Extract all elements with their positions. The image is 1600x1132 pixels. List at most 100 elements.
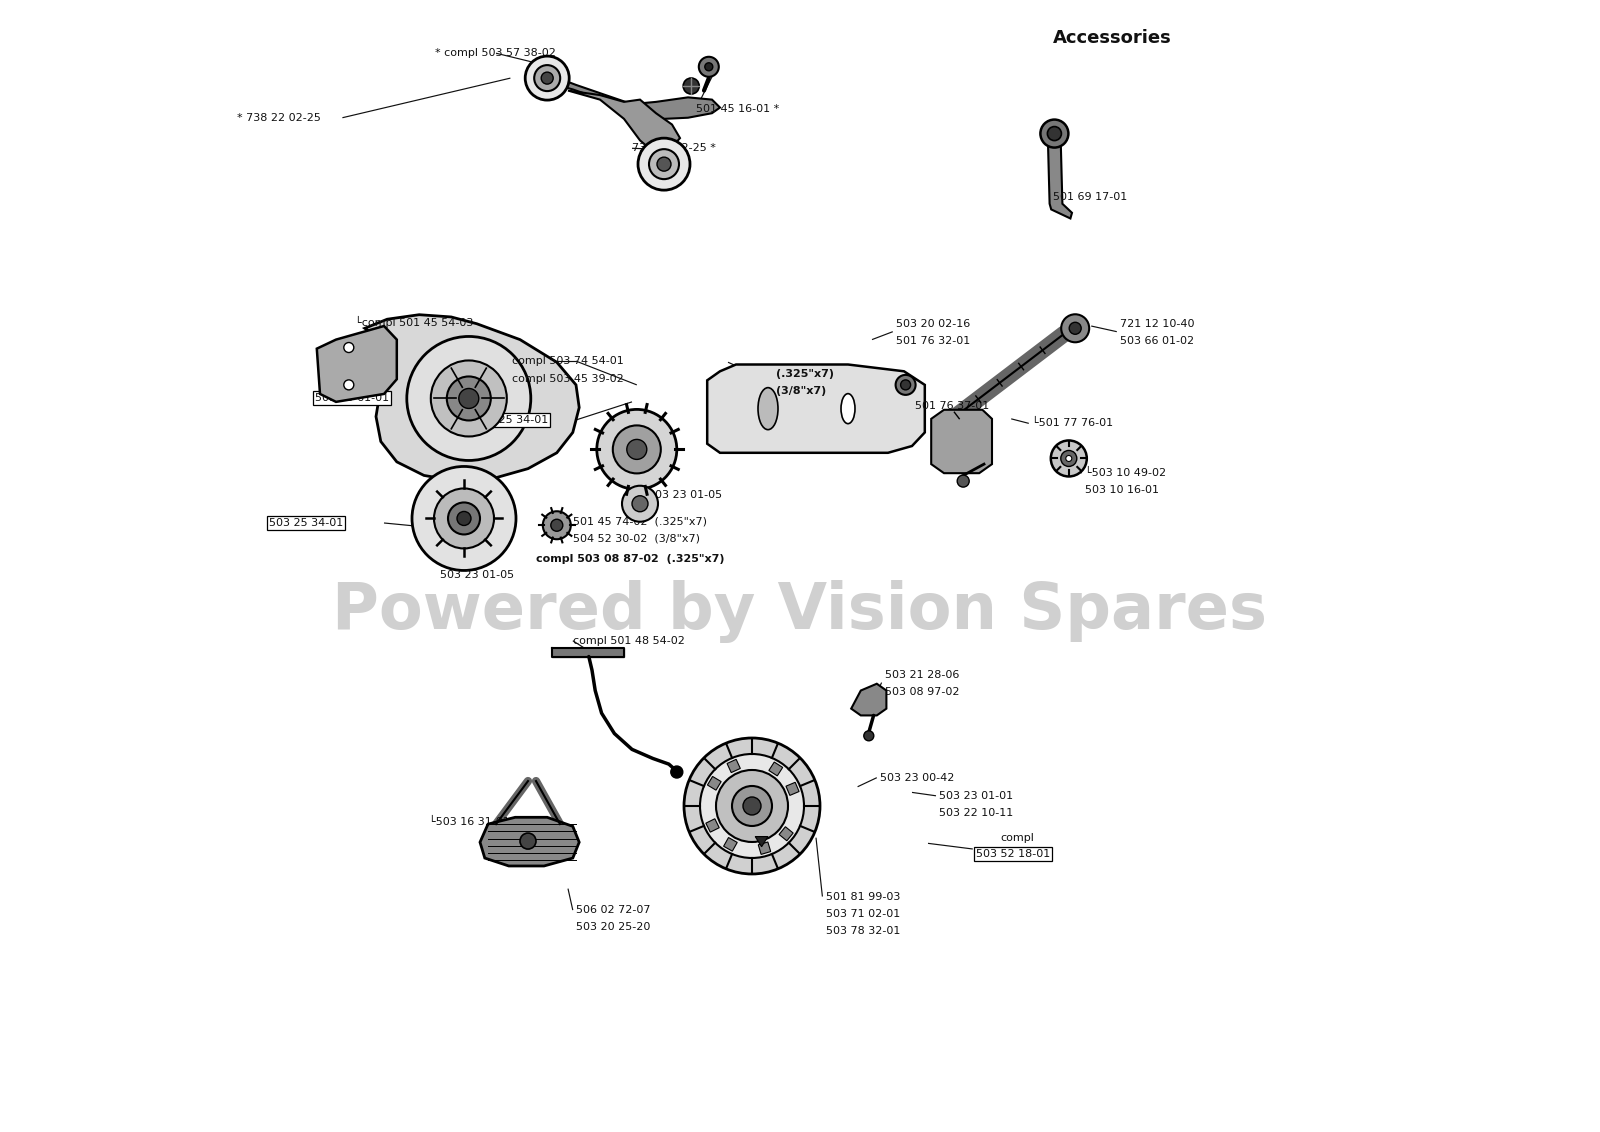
Text: 501 45 16-01 *: 501 45 16-01 * (696, 104, 779, 113)
Text: └503 10 49-02: └503 10 49-02 (1085, 469, 1166, 478)
Polygon shape (707, 365, 925, 453)
Circle shape (541, 72, 554, 84)
Circle shape (411, 466, 515, 571)
Circle shape (613, 426, 661, 473)
Bar (726, 760, 741, 773)
Circle shape (520, 833, 536, 849)
Polygon shape (755, 837, 768, 847)
Text: Powered by Vision Spares: Powered by Vision Spares (333, 580, 1267, 643)
Circle shape (627, 439, 646, 460)
Text: 501 76 37-01: 501 76 37-01 (915, 402, 989, 411)
Polygon shape (1048, 144, 1072, 218)
Circle shape (864, 731, 874, 740)
Bar (758, 842, 771, 855)
Circle shape (650, 149, 678, 179)
Text: 503 20 02-16: 503 20 02-16 (896, 319, 970, 328)
Circle shape (1048, 127, 1061, 140)
Text: compl 503 45 39-02: compl 503 45 39-02 (512, 375, 624, 384)
Circle shape (957, 475, 970, 487)
Polygon shape (568, 91, 680, 147)
Circle shape (1040, 120, 1069, 147)
Text: 503 52 18-01: 503 52 18-01 (976, 849, 1050, 858)
Text: 501 69 17-01: 501 69 17-01 (1053, 192, 1126, 201)
Circle shape (1069, 323, 1082, 334)
Bar (707, 777, 722, 790)
Text: 503 23 01-01: 503 23 01-01 (939, 791, 1013, 800)
Circle shape (622, 486, 658, 522)
Polygon shape (851, 684, 886, 715)
Text: * compl 503 57 38-02: * compl 503 57 38-02 (435, 49, 557, 58)
Text: 503 10 16-01: 503 10 16-01 (1085, 486, 1158, 495)
Circle shape (632, 496, 648, 512)
Circle shape (459, 388, 478, 409)
Text: Accessories: Accessories (1053, 29, 1171, 48)
Circle shape (344, 380, 354, 389)
Circle shape (448, 503, 480, 534)
Circle shape (430, 360, 507, 437)
Circle shape (670, 766, 683, 778)
Text: compl: compl (1000, 833, 1034, 842)
Circle shape (1061, 315, 1090, 342)
Circle shape (717, 770, 787, 842)
Text: (.325"x7): (.325"x7) (776, 369, 834, 378)
Text: 501 45 74-02  (.325"x7): 501 45 74-02 (.325"x7) (573, 517, 707, 526)
Circle shape (699, 57, 718, 77)
Polygon shape (931, 410, 992, 473)
Text: compl 503 08 87-02  (.325"x7): compl 503 08 87-02 (.325"x7) (536, 555, 725, 564)
Text: compl 501 48 54-02: compl 501 48 54-02 (573, 636, 685, 645)
Bar (779, 826, 794, 841)
Text: compl 503 74 54-01: compl 503 74 54-01 (512, 357, 624, 366)
Text: 503 21 28-06: 503 21 28-06 (885, 670, 958, 679)
Circle shape (542, 512, 571, 539)
Text: 503 25 34-01: 503 25 34-01 (474, 415, 547, 424)
Text: └501 77 76-01: └501 77 76-01 (1032, 419, 1114, 428)
Text: 503 66 01-02: 503 66 01-02 (1120, 336, 1194, 345)
Circle shape (534, 66, 560, 91)
Text: └compl 501 45 54-03: └compl 501 45 54-03 (355, 316, 474, 327)
Text: └503 16 31-01: └503 16 31-01 (429, 817, 509, 826)
Text: 503 08 97-02: 503 08 97-02 (885, 687, 960, 696)
Polygon shape (365, 315, 579, 481)
Circle shape (896, 375, 915, 395)
Text: * 738 22 02-25: * 738 22 02-25 (237, 113, 320, 122)
Circle shape (434, 488, 494, 549)
Text: 503 20 25-20: 503 20 25-20 (576, 923, 650, 932)
Text: 738 22 02-25 *: 738 22 02-25 * (632, 144, 715, 153)
Polygon shape (317, 326, 397, 402)
Text: (3/8"x7): (3/8"x7) (776, 386, 826, 395)
Text: 503 78 32-01: 503 78 32-01 (826, 926, 899, 935)
Text: 501 76 32-01: 501 76 32-01 (896, 336, 970, 345)
Circle shape (458, 512, 470, 525)
Circle shape (550, 520, 563, 531)
Text: 503 23 01-05: 503 23 01-05 (440, 571, 514, 580)
Circle shape (1061, 451, 1077, 466)
Text: 503 71 02-01: 503 71 02-01 (826, 909, 899, 918)
Circle shape (685, 738, 819, 874)
Text: 506 02 72-07: 506 02 72-07 (576, 906, 651, 915)
Bar (723, 838, 738, 851)
Text: 501 81 99-03: 501 81 99-03 (826, 892, 899, 901)
Polygon shape (544, 76, 720, 119)
Circle shape (1051, 440, 1086, 477)
Circle shape (344, 343, 354, 352)
Bar (706, 818, 720, 832)
Bar (786, 782, 798, 796)
Circle shape (1066, 455, 1072, 462)
Circle shape (658, 157, 670, 171)
Circle shape (683, 78, 699, 94)
Bar (770, 762, 782, 775)
Circle shape (446, 377, 491, 420)
Circle shape (704, 62, 714, 71)
Text: 504 52 30-02  (3/8"x7): 504 52 30-02 (3/8"x7) (573, 534, 699, 543)
Text: 501 45 61-01: 501 45 61-01 (315, 394, 389, 403)
Text: 503 25 34-01: 503 25 34-01 (269, 518, 342, 528)
Circle shape (525, 57, 570, 100)
Polygon shape (552, 648, 624, 657)
Ellipse shape (842, 394, 854, 423)
Circle shape (597, 410, 677, 489)
Circle shape (742, 797, 762, 815)
Circle shape (701, 754, 805, 858)
Ellipse shape (758, 387, 778, 430)
Polygon shape (480, 817, 579, 866)
Text: 721 12 10-40: 721 12 10-40 (1120, 319, 1195, 328)
